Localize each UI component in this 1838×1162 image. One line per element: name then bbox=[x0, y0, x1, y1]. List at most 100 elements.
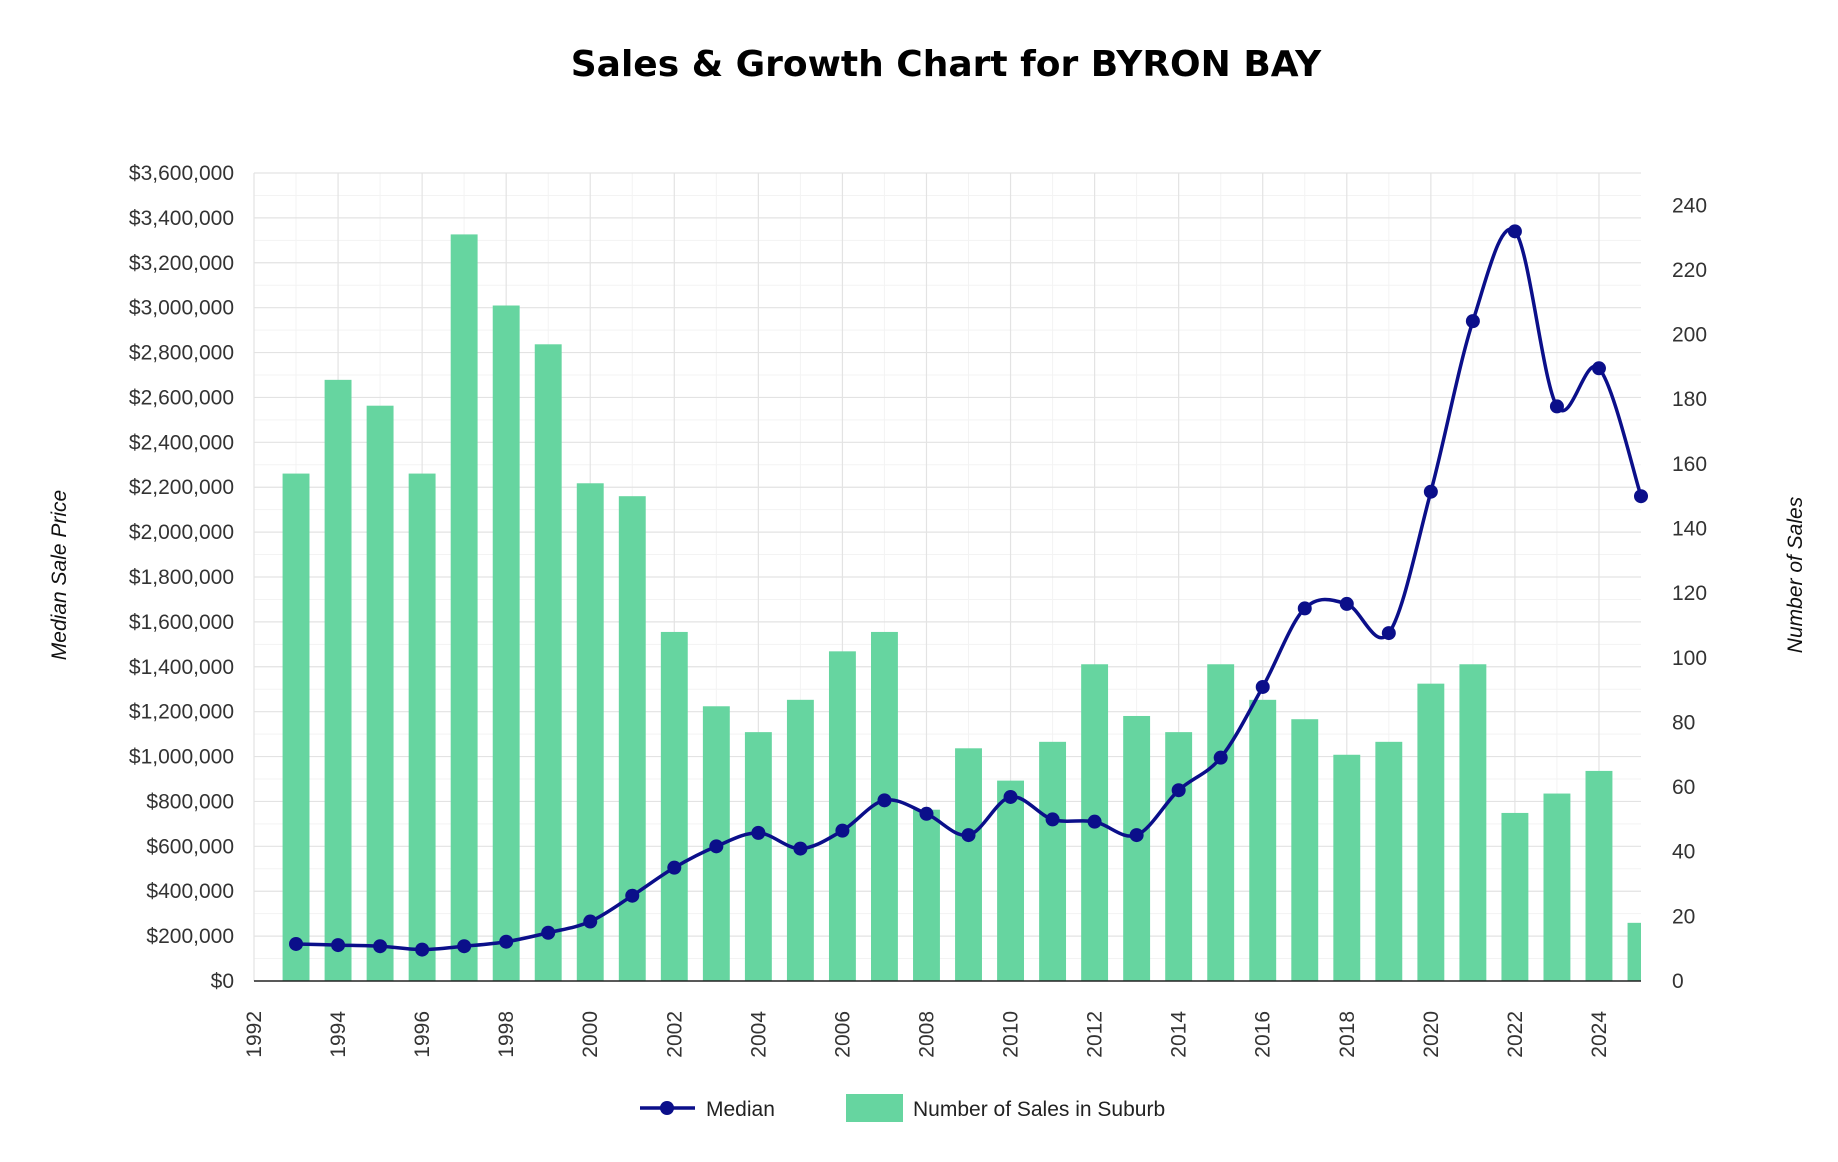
median-point bbox=[499, 934, 514, 949]
y-right-tick-label: 240 bbox=[1672, 194, 1707, 217]
chart-title: Sales & Growth Chart for BYRON BAY bbox=[571, 44, 1322, 85]
median-point bbox=[1045, 812, 1060, 827]
median-point bbox=[1255, 679, 1270, 694]
sales-bar bbox=[618, 496, 646, 981]
y-left-axis-label: Median Sale Price bbox=[48, 490, 71, 660]
median-point bbox=[1297, 601, 1312, 616]
sales-bar bbox=[408, 473, 436, 981]
median-point bbox=[1381, 626, 1396, 641]
x-tick-label: 2020 bbox=[1420, 1011, 1443, 1058]
median-point bbox=[835, 823, 850, 838]
sales-bar bbox=[324, 379, 352, 981]
y-left-tick-label: $1,000,000 bbox=[129, 746, 234, 769]
y-left-tick-label: $400,000 bbox=[146, 880, 234, 903]
y-right-tick-label: 100 bbox=[1672, 647, 1707, 670]
legend-sales-label: Number of Sales in Suburb bbox=[913, 1098, 1165, 1121]
x-tick-label: 2014 bbox=[1168, 1011, 1191, 1058]
median-point bbox=[1465, 314, 1480, 329]
y-left-tick-label: $200,000 bbox=[146, 925, 234, 948]
median-point bbox=[1591, 361, 1606, 376]
median-point bbox=[373, 939, 388, 954]
median-points bbox=[289, 224, 1648, 957]
median-point bbox=[667, 860, 682, 875]
median-point bbox=[457, 939, 472, 954]
y-left-tick-label: $3,200,000 bbox=[129, 252, 234, 275]
median-point bbox=[1129, 828, 1144, 843]
x-tick-label: 2010 bbox=[1000, 1011, 1023, 1058]
median-point bbox=[1549, 399, 1564, 414]
sales-bar bbox=[1501, 812, 1529, 981]
y-left-tick-label: $3,000,000 bbox=[129, 297, 234, 320]
median-point bbox=[961, 828, 976, 843]
y-left-tick-label: $3,400,000 bbox=[129, 207, 234, 230]
sales-bar bbox=[1333, 754, 1361, 981]
y-left-tick-label: $2,000,000 bbox=[129, 521, 234, 544]
sales-bar bbox=[997, 780, 1024, 981]
y-left-tick-label: $800,000 bbox=[146, 790, 234, 813]
sales-bar bbox=[1627, 922, 1641, 981]
median-point bbox=[1171, 783, 1186, 798]
sales-bar bbox=[450, 234, 478, 981]
y-right-tick-label: 80 bbox=[1672, 711, 1695, 734]
median-point bbox=[1213, 750, 1228, 765]
sales-bar bbox=[828, 651, 856, 981]
sales-bar bbox=[955, 748, 982, 981]
y-left-tick-label: $1,400,000 bbox=[129, 656, 234, 679]
sales-bar bbox=[576, 483, 604, 981]
sales-bar bbox=[366, 405, 394, 982]
y-left-tick-label: $2,600,000 bbox=[129, 386, 234, 409]
y-left-tick-label: $0 bbox=[211, 970, 234, 993]
x-tick-label: 1998 bbox=[495, 1011, 518, 1058]
sales-bar bbox=[1249, 699, 1277, 981]
y-left-tick-label: $600,000 bbox=[146, 835, 234, 858]
x-tick-label: 2006 bbox=[831, 1011, 854, 1058]
sales-bar bbox=[786, 699, 814, 981]
legend-sales-swatch bbox=[846, 1094, 903, 1122]
sales-bar bbox=[1543, 793, 1571, 981]
sales-bar bbox=[1417, 683, 1445, 981]
median-point bbox=[415, 942, 430, 957]
median-point bbox=[331, 938, 346, 953]
y-right-tick-label: 180 bbox=[1672, 388, 1707, 411]
x-tick-label: 2008 bbox=[915, 1011, 938, 1058]
y-left-tick-label: $2,200,000 bbox=[129, 476, 234, 499]
sales-bar bbox=[913, 809, 940, 981]
median-point bbox=[583, 914, 598, 929]
median-point bbox=[289, 936, 304, 951]
y-right-tick-label: 220 bbox=[1672, 259, 1707, 282]
y-right-tick-label: 40 bbox=[1672, 841, 1695, 864]
x-tick-label: 2016 bbox=[1252, 1011, 1275, 1058]
right-axis-ticks: 0 20 40 60 80 100 120 140 160 180 200 220 240 bbox=[1672, 194, 1707, 993]
y-right-tick-label: 0 bbox=[1672, 970, 1684, 993]
sales-bar bbox=[1165, 732, 1193, 981]
x-tick-label: 2000 bbox=[579, 1011, 602, 1058]
legend: Median Number of Sales in Suburb bbox=[640, 1094, 1165, 1122]
y-left-tick-label: $1,200,000 bbox=[129, 701, 234, 724]
median-point bbox=[919, 806, 934, 821]
median-point bbox=[1087, 814, 1102, 829]
x-tick-label: 1996 bbox=[411, 1011, 434, 1058]
sales-bar bbox=[1459, 664, 1487, 981]
sales-bar bbox=[282, 473, 310, 981]
sales-bar bbox=[744, 732, 772, 981]
x-axis-ticks: 1992 1994 1996 1998 2000 2002 2004 2006 2008 2010… bbox=[243, 1011, 1611, 1058]
y-right-tick-label: 200 bbox=[1672, 324, 1707, 347]
y-left-tick-label: $2,800,000 bbox=[129, 342, 234, 365]
median-point bbox=[1423, 484, 1438, 499]
legend-median-marker bbox=[660, 1101, 674, 1115]
y-left-tick-label: $1,600,000 bbox=[129, 611, 234, 634]
median-point bbox=[709, 839, 724, 854]
median-point bbox=[625, 888, 640, 903]
sales-bar bbox=[1207, 664, 1235, 981]
y-right-tick-label: 140 bbox=[1672, 518, 1707, 541]
y-right-tick-label: 20 bbox=[1672, 905, 1695, 928]
y-right-tick-label: 60 bbox=[1672, 776, 1695, 799]
sales-bar bbox=[534, 344, 562, 981]
y-right-tick-label: 160 bbox=[1672, 453, 1707, 476]
median-point bbox=[1507, 224, 1522, 239]
y-right-tick-label: 120 bbox=[1672, 582, 1707, 605]
sales-bar bbox=[1123, 715, 1151, 981]
x-tick-label: 2002 bbox=[663, 1011, 686, 1058]
y-left-tick-label: $1,800,000 bbox=[129, 566, 234, 589]
